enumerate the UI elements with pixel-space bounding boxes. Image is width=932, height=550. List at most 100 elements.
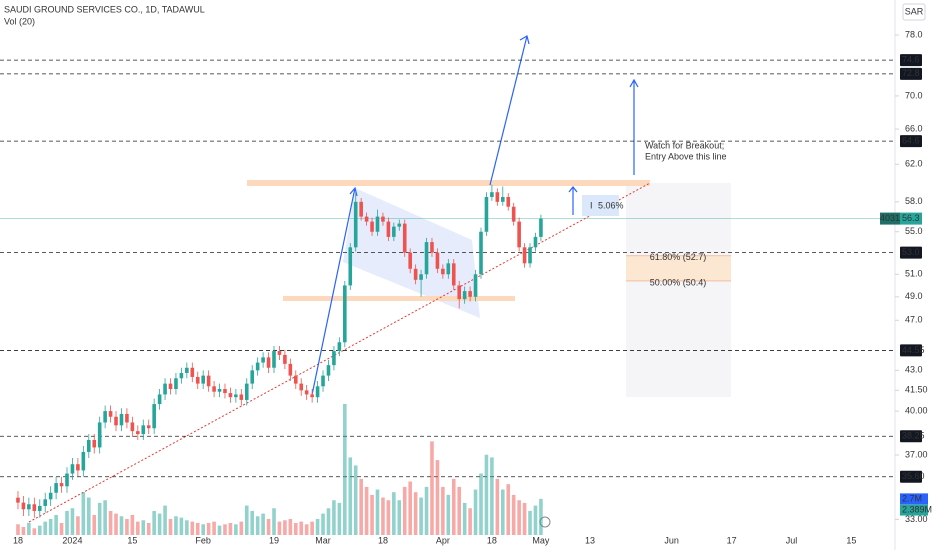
candle-body xyxy=(277,351,282,355)
y-tick-label: 70.0 xyxy=(905,90,923,100)
x-tick-label: Feb xyxy=(195,535,211,545)
volume-bar xyxy=(190,521,195,535)
volume-bar xyxy=(457,486,462,535)
candle-body xyxy=(43,499,48,506)
candle-body xyxy=(511,206,516,222)
candle-body xyxy=(528,247,532,264)
candle-body xyxy=(283,354,287,364)
candle-body xyxy=(299,383,304,391)
x-tick-label: Jul xyxy=(786,535,798,545)
volume-bar xyxy=(495,478,500,535)
candle-body xyxy=(430,242,434,253)
candle-body xyxy=(364,216,369,222)
volume-bar xyxy=(451,478,456,535)
note: Watch for Breakout; xyxy=(645,140,724,150)
candle-body xyxy=(321,375,325,387)
volume-bar xyxy=(201,524,205,535)
candle-body xyxy=(468,291,472,297)
volume-bar xyxy=(103,500,107,535)
volume-bar xyxy=(76,516,80,535)
x-tick-label: 15 xyxy=(846,535,856,545)
candle-body xyxy=(457,285,462,300)
volume-bar xyxy=(97,502,102,535)
candle-body xyxy=(441,268,445,275)
volume-bar xyxy=(397,500,402,535)
candle-body xyxy=(386,221,391,237)
y-tick-label: 41.50 xyxy=(905,385,928,395)
fib-label: 61.80% (52.7) xyxy=(650,252,707,262)
volume-bar xyxy=(462,502,467,535)
candle-body xyxy=(451,263,456,286)
candle-body xyxy=(473,274,478,297)
volume-bar xyxy=(250,510,255,535)
candle-body xyxy=(392,226,396,237)
candle-body xyxy=(424,242,429,275)
volume-bar xyxy=(386,500,391,535)
candle-body xyxy=(343,285,347,343)
candle-body xyxy=(495,192,500,202)
measure-icon: I xyxy=(590,200,593,210)
candle-body xyxy=(179,372,184,379)
volume-bar xyxy=(364,486,369,535)
volume-bar xyxy=(402,486,407,535)
measure-label: 5.06% xyxy=(598,200,624,210)
candle-body xyxy=(359,201,363,217)
volume-label: 2.7M xyxy=(902,493,922,503)
candle-body xyxy=(266,357,271,368)
volume-bar xyxy=(37,525,42,535)
candle-body xyxy=(130,422,135,432)
level-box xyxy=(900,430,922,443)
volume-bar xyxy=(114,513,118,535)
y-tick-label: 43.0 xyxy=(905,365,923,375)
volume-bar xyxy=(195,522,200,535)
volume-bar xyxy=(179,517,184,535)
level-box xyxy=(900,344,922,357)
level-label: 64.6 xyxy=(902,136,920,146)
volume-label: 2.389M xyxy=(902,504,932,514)
candle-body xyxy=(326,365,331,376)
volume-bar xyxy=(21,526,26,535)
candle-body xyxy=(146,425,151,429)
candle-body xyxy=(27,504,31,510)
level-box xyxy=(900,135,922,148)
y-tick-label: 55.0 xyxy=(905,226,923,236)
candle-body xyxy=(48,492,53,500)
volume-bar xyxy=(168,518,173,535)
candle-body xyxy=(54,483,58,493)
candle-body xyxy=(223,389,227,394)
volume-bar xyxy=(255,516,260,535)
volume-bar xyxy=(163,505,167,535)
candle-body xyxy=(16,497,20,503)
volume-bar xyxy=(288,518,293,535)
y-tick-label: 33.00 xyxy=(905,514,928,524)
candle-body xyxy=(21,502,26,510)
candle-body xyxy=(539,218,543,237)
volume-bar xyxy=(293,522,298,535)
x-tick-label: Mar xyxy=(315,535,331,545)
volume-bar xyxy=(419,497,423,535)
volume-bar xyxy=(310,521,314,535)
symbol-label: 4031 xyxy=(880,213,900,223)
candle-body xyxy=(239,394,244,400)
volume-bar xyxy=(59,522,64,535)
volume-bar xyxy=(234,524,238,535)
x-tick-label: 18 xyxy=(487,535,497,545)
volume-bar xyxy=(430,441,434,535)
y-tick-label: 40.00 xyxy=(905,405,928,415)
candle-body xyxy=(402,223,407,253)
candle-body xyxy=(413,268,418,280)
volume-bar xyxy=(212,521,216,535)
candle-body xyxy=(114,416,118,426)
volume-bar xyxy=(375,489,380,535)
volume-bar xyxy=(119,516,124,535)
candle-body xyxy=(522,247,527,264)
currency-box xyxy=(902,3,926,21)
candle-body xyxy=(250,370,255,384)
candle-body xyxy=(163,383,167,395)
position-box xyxy=(626,183,731,397)
volume-bar xyxy=(141,520,146,535)
volume-bar xyxy=(479,473,483,535)
candle-body xyxy=(59,483,64,487)
volume-bar xyxy=(70,508,75,535)
candle-body xyxy=(370,221,374,232)
